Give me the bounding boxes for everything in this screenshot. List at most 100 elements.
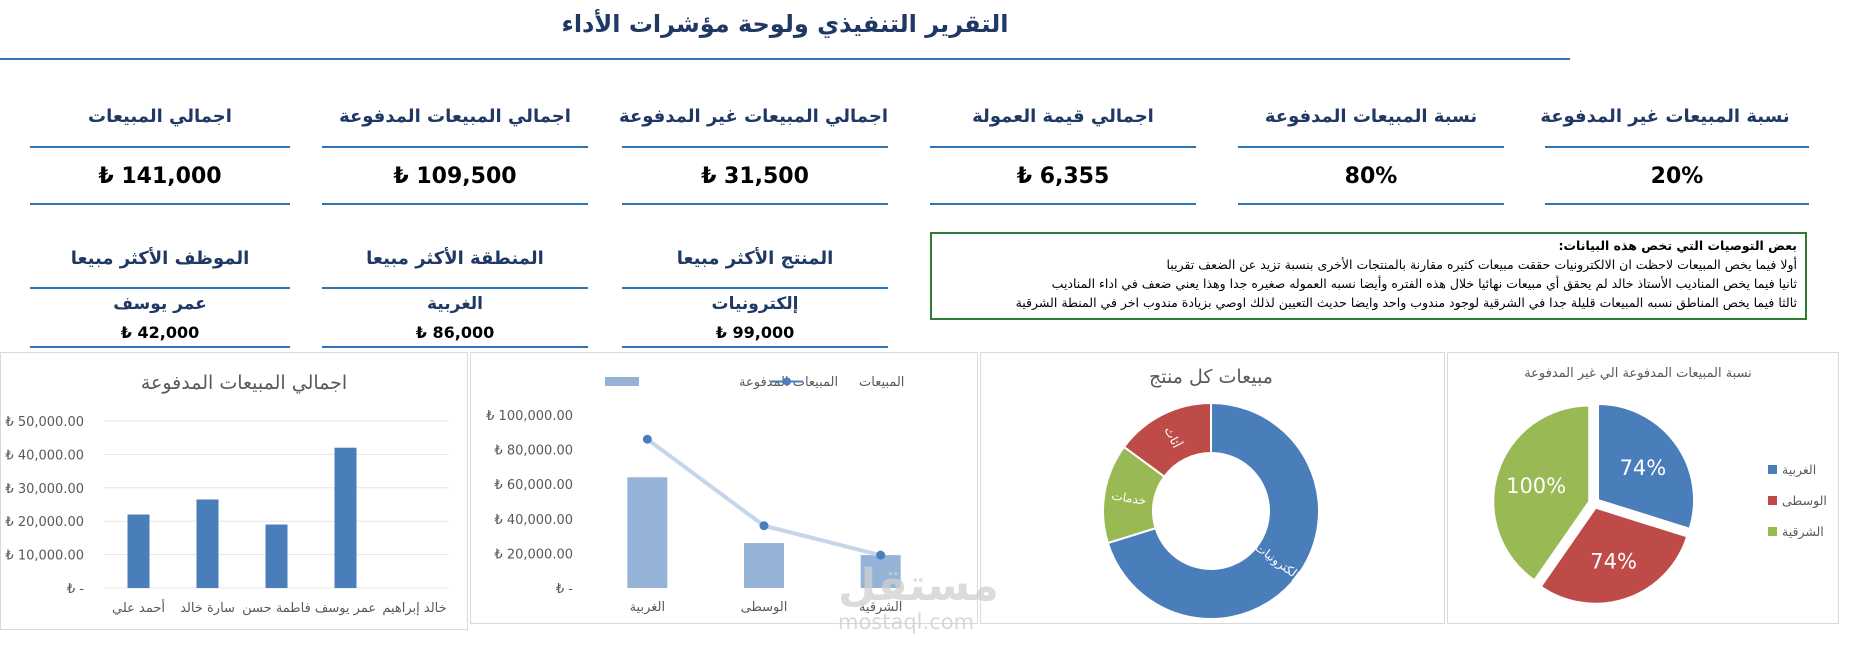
kpi-divider (30, 287, 290, 289)
y-tick-label: ₺ 20,000.00 (5, 515, 84, 530)
x-tick-label: خالد إبراهيم (382, 601, 446, 616)
pie-data-label: 74% (1590, 549, 1637, 573)
top-product-label: المنتج الأكثر مبيعا (676, 248, 834, 269)
kpi-label-paid-pct: نسبة المبيعات المدفوعة (1264, 106, 1478, 127)
employee-paid-sales-panel: اجمالي المبيعات المدفوعة ₺ 50,000.00 ₺ 40,… (0, 352, 468, 630)
x-tick-label: أحمد علي (112, 599, 165, 616)
top-region-name: الغربية (426, 294, 483, 314)
series-line (646, 437, 882, 558)
legend-marker (783, 377, 791, 386)
x-tick-label: فاطمة حسن (242, 601, 311, 616)
bar (744, 543, 784, 588)
employee-paid-sales-chart: اجمالي المبيعات المدفوعة ₺ 50,000.00 ₺ 40,… (5, 372, 449, 616)
kpi-divider (622, 346, 888, 348)
legend-label: الشرقية (1782, 524, 1824, 540)
legend-label: المبيعات (859, 375, 904, 390)
x-tick-label: الشرقية (859, 600, 902, 615)
legend-swatch (1768, 527, 1777, 536)
kpi-value-paid-total: 109,500 ₺ (393, 164, 517, 189)
kpi-value-total-sales: 141,000 ₺ (98, 164, 222, 189)
kpi-divider (622, 287, 888, 289)
chart-title: اجمالي المبيعات المدفوعة (141, 372, 347, 394)
donut-slice (1122, 401, 1212, 478)
kpi-divider (322, 203, 588, 205)
kpi-divider (1238, 146, 1504, 148)
y-tick-label: ₺ - (556, 582, 573, 597)
legend-swatch (1768, 496, 1777, 505)
top-employee-name: عمر يوسف (113, 294, 207, 314)
title-divider (0, 58, 1570, 60)
y-tick-label: ₺ 40,000.00 (494, 513, 573, 528)
watermark-url: mostaql.com (838, 610, 975, 634)
kpi-value-paid-pct: 80% (1344, 164, 1398, 189)
product-sales-donut-panel: مبيعات كل منتج إلكترونيات خدمات أثاث (980, 352, 1445, 624)
pie-slice (1597, 403, 1696, 531)
x-tick-label: عمر يوسف (315, 601, 376, 616)
top-product-name: إلكترونيات (711, 294, 799, 314)
chart-title: مبيعات كل منتج (1149, 366, 1273, 388)
pie-slice (1539, 506, 1689, 605)
kpi-divider (322, 346, 588, 348)
line-point (642, 434, 652, 444)
recommendations-box: بعض التوصيات التي تخص هذه البيانات: أولا… (930, 232, 1807, 320)
kpi-divider (30, 146, 290, 148)
bar (627, 477, 668, 588)
donut-slice (1106, 401, 1320, 620)
y-tick-label: ₺ 30,000.00 (5, 482, 84, 497)
kpi-label-total-sales: اجمالي المبيعات (88, 106, 232, 127)
kpi-divider (1545, 203, 1809, 205)
kpi-divider (930, 203, 1196, 205)
x-tick-label: سارة خالد (180, 601, 235, 616)
bar (334, 447, 357, 588)
kpi-value-unpaid-pct: 20% (1650, 164, 1704, 189)
y-tick-label: ₺ 100,000.00 (486, 409, 573, 424)
recommendation-line: أولا فيما يخص المبيعات لاحظت ان الالكترو… (1166, 257, 1798, 272)
paid-ratio-pie-panel: نسبة المبيعات المدفوعة الي غير المدفوعة 7… (1447, 352, 1839, 624)
bar (196, 499, 219, 588)
legend-swatch (605, 377, 639, 386)
top-region-label: المنطقة الأكثر مبيعا (366, 248, 544, 269)
pie-slice (1492, 404, 1591, 582)
bar (265, 524, 288, 588)
kpi-divider (30, 346, 290, 348)
bar (860, 555, 901, 588)
kpi-divider (322, 146, 588, 148)
recommendation-line: ثالثا فيما يخص المناطق نسبه المبيعات قلي… (1015, 295, 1797, 310)
line-point (759, 521, 769, 531)
y-tick-label: ₺ - (67, 582, 84, 597)
page-title: التقرير التنفيذي ولوحة مؤشرات الأداء (561, 10, 1009, 38)
kpi-divider (1545, 146, 1809, 148)
kpi-label-unpaid-pct: نسبة المبيعات غير المدفوعة (1540, 106, 1790, 127)
y-tick-label: ₺ 20,000.00 (494, 547, 573, 562)
watermark-logo: مستقل (838, 560, 999, 611)
legend-label: الوسطى (1782, 493, 1827, 509)
paid-ratio-pie-chart: نسبة المبيعات المدفوعة الي غير المدفوعة 7… (1492, 366, 1827, 605)
y-tick-label: ₺ 10,000.00 (5, 549, 84, 564)
kpi-divider (30, 203, 290, 205)
kpi-label-paid-total: اجمالي المبيعات المدفوعة (339, 106, 571, 127)
donut-category-label: خدمات (1111, 488, 1148, 508)
y-tick-label: ₺ 40,000.00 (5, 448, 84, 463)
kpi-divider (622, 146, 888, 148)
region-sales-combo-chart: ₺ 100,000.00 ₺ 80,000.00 ₺ 60,000.00 ₺ 40,0… (486, 375, 904, 615)
recommendations-heading: بعض التوصيات التي تخص هذه البيانات: (1558, 238, 1798, 253)
legend-swatch (1768, 465, 1777, 474)
kpi-value-commission: 6,355 ₺ (1016, 164, 1110, 189)
x-tick-label: الوسطى (741, 600, 788, 615)
kpi-value-unpaid-total: 31,500 ₺ (701, 164, 809, 189)
top-product-value: 99,000 ₺ (715, 323, 795, 342)
region-sales-combo-panel: ₺ 100,000.00 ₺ 80,000.00 ₺ 60,000.00 ₺ 40,0… (470, 352, 978, 624)
top-region-value: 86,000 ₺ (415, 323, 495, 342)
pie-data-label: 100% (1506, 474, 1566, 498)
kpi-divider (1238, 203, 1504, 205)
kpi-divider (322, 287, 588, 289)
kpi-divider (930, 146, 1196, 148)
kpi-divider (622, 203, 888, 205)
top-employee-value: 42,000 ₺ (120, 323, 200, 342)
bar (127, 514, 150, 588)
x-tick-label: الغربية (630, 600, 666, 615)
top-employee-label: الموظف الأكثر مبيعا (70, 248, 250, 269)
kpi-label-commission: اجمالي قيمة العمولة (972, 106, 1154, 127)
pie-data-label: 74% (1620, 456, 1667, 480)
